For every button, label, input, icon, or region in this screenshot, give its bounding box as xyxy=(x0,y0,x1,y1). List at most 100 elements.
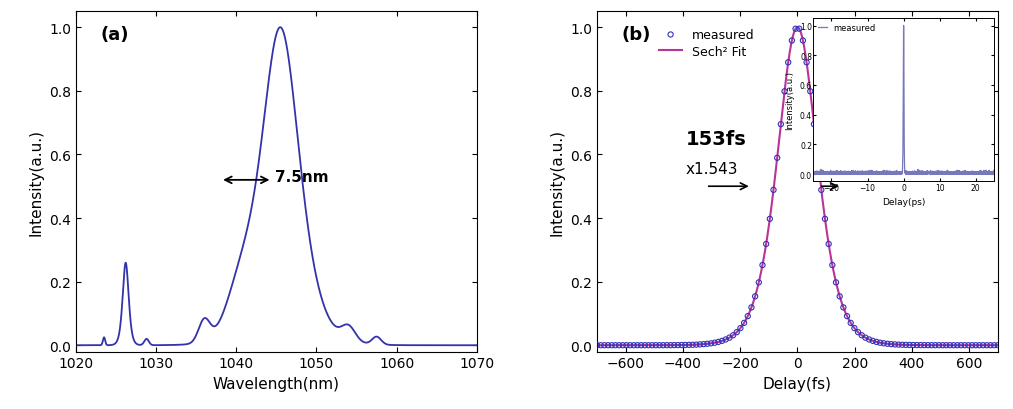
measured xyxy=(813,187,830,194)
measured xyxy=(850,329,866,336)
measured xyxy=(828,279,844,286)
measured xyxy=(802,89,819,95)
measured xyxy=(791,26,807,33)
measured xyxy=(667,342,683,348)
measured xyxy=(839,313,855,319)
Sech² Fit xyxy=(992,343,1004,348)
measured xyxy=(809,155,826,162)
measured xyxy=(688,342,704,348)
measured xyxy=(633,342,649,348)
measured xyxy=(821,241,837,247)
measured xyxy=(979,342,995,348)
measured xyxy=(655,342,672,348)
measured xyxy=(685,342,701,348)
measured xyxy=(593,342,609,348)
measured xyxy=(717,336,733,343)
measured xyxy=(942,342,958,348)
measured xyxy=(658,342,675,348)
measured xyxy=(589,342,605,348)
measured xyxy=(744,304,760,311)
measured xyxy=(622,342,638,348)
measured xyxy=(670,342,686,348)
measured xyxy=(663,342,679,348)
measured xyxy=(647,342,664,348)
measured xyxy=(857,335,873,341)
measured xyxy=(755,262,771,269)
measured xyxy=(692,341,708,348)
measured xyxy=(986,342,1002,348)
measured xyxy=(832,293,848,300)
measured xyxy=(806,121,823,128)
measured xyxy=(875,340,891,347)
Text: x1.543: x1.543 xyxy=(686,162,738,177)
measured xyxy=(637,342,653,348)
measured xyxy=(714,338,730,344)
measured xyxy=(751,279,767,286)
measured xyxy=(739,313,756,319)
measured xyxy=(920,342,936,348)
measured xyxy=(703,340,719,347)
measured xyxy=(710,339,726,345)
measured xyxy=(945,342,961,348)
measured xyxy=(677,342,693,348)
measured xyxy=(816,216,833,222)
measured xyxy=(886,341,903,348)
measured xyxy=(967,342,984,348)
measured xyxy=(640,342,656,348)
Sech² Fit xyxy=(917,343,929,348)
X-axis label: Delay(fs): Delay(fs) xyxy=(763,376,832,391)
measured xyxy=(975,342,991,348)
measured xyxy=(956,342,972,348)
measured xyxy=(964,342,981,348)
measured xyxy=(953,342,969,348)
Sech² Fit xyxy=(729,331,742,336)
measured xyxy=(721,335,737,341)
measured xyxy=(787,26,803,33)
measured xyxy=(846,325,862,332)
measured xyxy=(913,342,929,348)
measured xyxy=(935,342,951,348)
Text: (a): (a) xyxy=(100,26,129,44)
measured xyxy=(879,341,895,347)
measured xyxy=(766,187,782,194)
measured xyxy=(776,89,792,95)
measured xyxy=(825,262,841,269)
X-axis label: Wavelength(nm): Wavelength(nm) xyxy=(213,376,340,391)
measured xyxy=(736,320,753,326)
measured xyxy=(758,241,774,247)
measured xyxy=(762,216,778,222)
measured xyxy=(909,342,925,348)
Text: 7.5nm: 7.5nm xyxy=(275,170,328,185)
measured xyxy=(607,342,623,348)
Y-axis label: Intensity(a.u.): Intensity(a.u.) xyxy=(28,129,44,235)
measured xyxy=(618,342,634,348)
measured xyxy=(773,121,789,128)
Sech² Fit xyxy=(591,343,603,348)
Sech² Fit xyxy=(801,68,813,73)
measured xyxy=(615,342,631,348)
measured xyxy=(798,60,814,66)
measured xyxy=(890,342,907,348)
measured xyxy=(795,38,811,45)
measured xyxy=(604,342,620,348)
Y-axis label: Intensity(a.u.): Intensity(a.u.) xyxy=(550,129,564,235)
measured xyxy=(651,342,668,348)
measured xyxy=(927,342,943,348)
measured xyxy=(611,342,627,348)
measured xyxy=(696,341,712,348)
measured xyxy=(938,342,954,348)
measured xyxy=(854,332,870,339)
measured xyxy=(674,342,690,348)
Sech² Fit xyxy=(776,111,788,116)
measured xyxy=(872,339,888,346)
measured xyxy=(629,342,645,348)
measured xyxy=(725,332,742,339)
Line: Sech² Fit: Sech² Fit xyxy=(597,28,998,345)
measured xyxy=(949,342,965,348)
measured xyxy=(780,60,796,66)
measured xyxy=(861,336,877,343)
Legend: measured, Sech² Fit: measured, Sech² Fit xyxy=(654,24,760,63)
Text: (b): (b) xyxy=(621,26,650,44)
measured xyxy=(732,325,749,332)
measured xyxy=(707,339,723,346)
